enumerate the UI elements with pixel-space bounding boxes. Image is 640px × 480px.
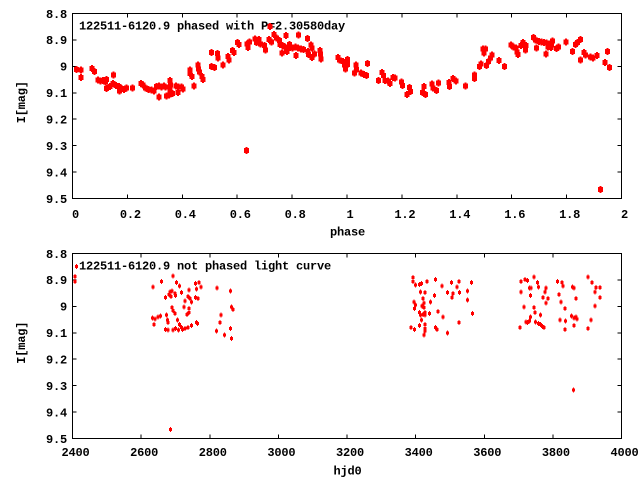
- svg-text:I[mag]: I[mag]: [15, 322, 29, 364]
- svg-text:122511-6120.9 phased with P=2.: 122511-6120.9 phased with P=2.30580day: [79, 20, 345, 34]
- svg-text:0.2: 0.2: [120, 208, 141, 222]
- svg-text:hjd0: hjd0: [333, 465, 361, 479]
- svg-text:9.1: 9.1: [46, 87, 67, 101]
- svg-text:0.4: 0.4: [175, 208, 196, 222]
- svg-text:3800: 3800: [542, 446, 570, 460]
- svg-text:2800: 2800: [199, 446, 227, 460]
- svg-text:9.1: 9.1: [46, 327, 67, 341]
- svg-text:8.9: 8.9: [46, 274, 67, 288]
- svg-text:9: 9: [60, 61, 67, 75]
- svg-text:phase: phase: [330, 226, 365, 240]
- svg-text:3200: 3200: [336, 446, 364, 460]
- svg-text:1.4: 1.4: [449, 208, 470, 222]
- svg-text:1.2: 1.2: [394, 208, 415, 222]
- svg-text:9.3: 9.3: [46, 140, 67, 154]
- svg-text:8.9: 8.9: [46, 34, 67, 48]
- svg-text:1.6: 1.6: [504, 208, 525, 222]
- svg-text:4000: 4000: [610, 446, 638, 460]
- svg-text:8.8: 8.8: [46, 248, 67, 262]
- svg-text:9.2: 9.2: [46, 114, 67, 128]
- svg-text:9.3: 9.3: [46, 380, 67, 394]
- svg-text:2600: 2600: [130, 446, 158, 460]
- svg-text:3000: 3000: [267, 446, 295, 460]
- svg-text:9.4: 9.4: [46, 166, 67, 180]
- svg-text:2400: 2400: [61, 446, 89, 460]
- svg-text:3400: 3400: [405, 446, 433, 460]
- svg-text:9.5: 9.5: [46, 433, 67, 447]
- svg-text:2: 2: [621, 208, 628, 222]
- svg-text:1: 1: [346, 208, 353, 222]
- svg-text:3600: 3600: [473, 446, 501, 460]
- svg-text:9: 9: [60, 301, 67, 315]
- svg-text:I[mag]: I[mag]: [15, 81, 29, 123]
- svg-text:8.8: 8.8: [46, 8, 67, 22]
- svg-text:9.2: 9.2: [46, 354, 67, 368]
- svg-text:9.4: 9.4: [46, 406, 67, 420]
- svg-text:1.8: 1.8: [559, 208, 580, 222]
- svg-text:122511-6120.9 not phased light: 122511-6120.9 not phased light curve: [79, 260, 331, 274]
- svg-text:0.8: 0.8: [285, 208, 306, 222]
- svg-text:0: 0: [72, 208, 79, 222]
- svg-text:9.5: 9.5: [46, 193, 67, 207]
- svg-text:0.6: 0.6: [230, 208, 251, 222]
